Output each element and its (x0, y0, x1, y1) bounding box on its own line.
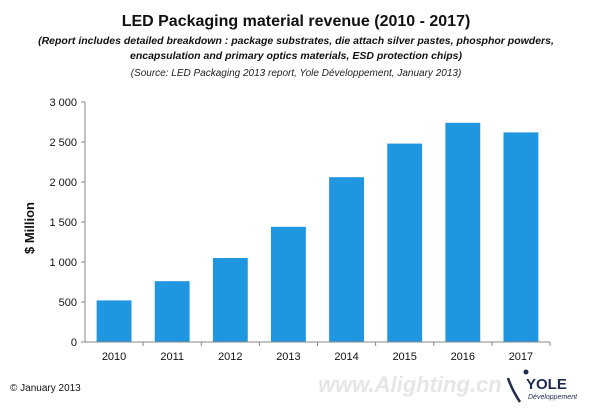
y-tick-label: 1 500 (49, 217, 77, 229)
bar-2015 (387, 143, 423, 342)
watermark: www.Alighting.cn (318, 372, 502, 397)
yole-logo-dot-icon (523, 369, 529, 375)
x-tick-label: 2015 (392, 351, 416, 363)
x-tick-label: 2014 (334, 351, 358, 363)
yole-logo-text: YOLE (526, 376, 567, 393)
chart-subtitle-line-2: encapsulation and primary optics materia… (130, 50, 462, 62)
x-tick-label: 2016 (451, 351, 475, 363)
y-axis-label: $ Million (22, 202, 37, 254)
x-tick-label: 2011 (160, 351, 184, 363)
bar-2011 (154, 281, 190, 342)
x-tick-label: 2012 (218, 351, 242, 363)
x-tick-label: 2013 (276, 351, 300, 363)
x-tick-label: 2017 (509, 351, 533, 363)
bar-2012 (212, 258, 248, 342)
y-axis-ticks: 0 500 1 000 1 500 2 000 2 500 3 000 (49, 97, 85, 349)
chart-title: LED Packaging material revenue (2010 - 2… (122, 13, 471, 30)
yole-logo-mark-icon (506, 377, 522, 403)
yole-logo: YOLE Développement (506, 369, 578, 403)
axes (84, 102, 550, 343)
y-tick-label: 1 000 (49, 257, 77, 269)
y-tick-label: 2 000 (49, 177, 77, 189)
bar-2014 (329, 177, 364, 342)
chart-source: (Source: LED Packaging 2013 report, Yole… (131, 68, 462, 79)
y-tick-label: 500 (59, 297, 77, 309)
bars (96, 122, 539, 342)
copyright-text: © January 2013 (10, 383, 81, 394)
x-tick-label: 2010 (102, 351, 126, 363)
x-axis-ticks: 2010 2011 2012 2013 2014 2015 2016 2017 (102, 342, 551, 363)
yole-logo-subtext: Développement (528, 394, 578, 401)
chart-subtitle-line-1: (Report includes detailed breakdown : pa… (38, 35, 554, 47)
y-tick-label: 2 500 (49, 137, 77, 149)
y-tick-label: 3 000 (49, 97, 77, 109)
bar-2013 (271, 226, 306, 342)
bar-2017 (503, 132, 539, 342)
bar-2016 (445, 122, 481, 342)
y-tick-label: 0 (71, 337, 77, 349)
bar-2010 (96, 300, 132, 342)
